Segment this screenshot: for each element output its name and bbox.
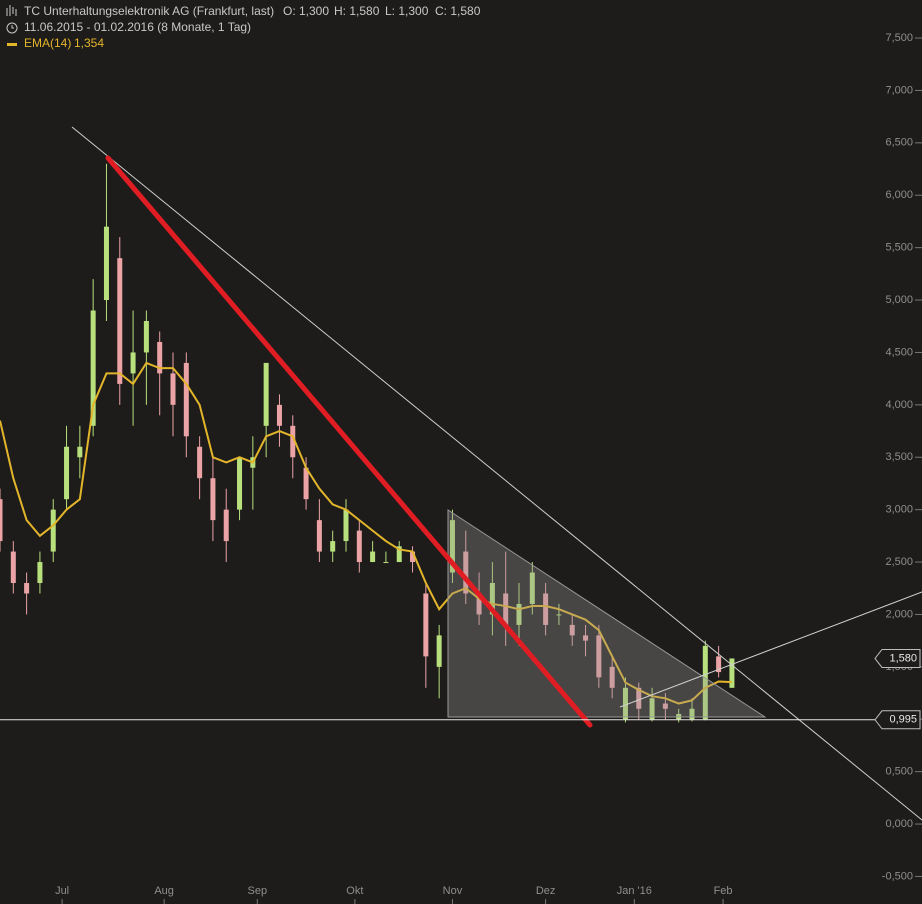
candle-body: [569, 624, 575, 636]
candle-body: [157, 341, 163, 374]
y-tick-label: 5,000: [885, 294, 913, 306]
candle-body: [343, 509, 349, 542]
overlay: 1,580 0,995: [0, 648, 921, 730]
candle-body: [383, 562, 389, 564]
price-marker-box: [874, 648, 921, 668]
x-tick-label: Jan '16: [617, 885, 652, 897]
candle-body: [290, 425, 296, 458]
candle-body: [64, 446, 70, 500]
x-tick-label: Jul: [55, 885, 69, 897]
y-tick-label: 2,500: [885, 556, 913, 568]
price-marker-label: 1,580: [889, 652, 917, 664]
candle-body: [702, 645, 708, 720]
y-tick-label: 3,000: [885, 504, 913, 516]
candle-body: [197, 446, 203, 479]
candle-body: [37, 562, 43, 584]
candle-body: [556, 614, 562, 616]
candle-body: [583, 635, 589, 641]
candle-body: [90, 310, 96, 426]
x-tick-label: Okt: [346, 885, 363, 897]
candle-body: [103, 226, 109, 301]
y-tick-label: 5,500: [885, 242, 913, 254]
candle-body: [370, 551, 376, 563]
chart-title: TC Unterhaltungselektronik AG (Frankfurt…: [24, 4, 274, 18]
y-tick-label: 6,500: [885, 137, 913, 149]
candle-body: [449, 520, 455, 573]
y-tick-label: 6,000: [885, 189, 913, 201]
candle-body: [622, 687, 628, 720]
candle-body: [183, 362, 189, 437]
triangle-annotation: [447, 509, 767, 718]
candle-body: [143, 321, 149, 353]
y-tick-label: 3,500: [885, 451, 913, 463]
y-tick-label: 4,000: [885, 399, 913, 411]
candle-body: [489, 583, 495, 615]
price-marker-label: 0,995: [889, 714, 917, 726]
y-tick-label: 7,500: [885, 32, 913, 44]
candle-body: [130, 352, 136, 374]
candle-body: [649, 698, 655, 720]
candle-body: [463, 551, 469, 594]
x-tick-label: Sep: [247, 885, 267, 897]
candle-body: [689, 708, 695, 720]
y-tick-label: 0,000: [885, 818, 913, 830]
candle-body: [396, 546, 402, 563]
candle-body: [263, 362, 269, 426]
legend-label: EMA(14): [24, 36, 71, 50]
candle-body: [223, 509, 229, 542]
candle-body: [316, 520, 322, 552]
stat-open: O: 1,300: [283, 4, 329, 18]
candle-body: [729, 658, 735, 688]
candle-body: [436, 635, 442, 667]
header-icon: [6, 5, 18, 34]
ema-line: [0, 361, 732, 705]
stat-low: L: 1,300: [385, 4, 429, 18]
candle-body: [476, 593, 482, 615]
candle-body: [10, 551, 16, 584]
chart-subtitle: 11.06.2015 - 01.02.2016 (8 Monate, 1 Tag…: [24, 20, 251, 34]
candle-body: [77, 446, 83, 458]
stat-close: C: 1,580: [435, 4, 481, 18]
candle-body: [24, 583, 30, 594]
y-tick-label: -0,500: [882, 870, 913, 882]
candle-body: [716, 656, 722, 673]
price-marker-box: [874, 710, 921, 730]
y-tick-label: 2,000: [885, 608, 913, 620]
candle-body: [529, 572, 535, 604]
x-tick-label: Feb: [714, 885, 733, 897]
candle-body: [516, 603, 522, 625]
candle-body: [0, 499, 3, 542]
candle-body: [662, 703, 668, 709]
candle-body: [636, 687, 642, 709]
legend-swatch: [7, 43, 17, 46]
candle-body: [237, 457, 243, 510]
y-tick-label: 7,000: [885, 84, 913, 96]
candle-body: [503, 593, 509, 625]
y-tick-label: 0,500: [885, 766, 913, 778]
candle-body: [210, 478, 216, 521]
candle-body: [50, 509, 56, 552]
candle-body: [303, 467, 309, 500]
candle-body: [330, 541, 336, 552]
stat-high: H: 1,580: [334, 4, 380, 18]
x-tick-label: Nov: [443, 885, 463, 897]
y-tick-label: 4,500: [885, 346, 913, 358]
candle-body: [596, 635, 602, 678]
ema-last-value: 1,354: [74, 36, 104, 50]
trend-line: [619, 591, 922, 708]
candle-body: [410, 551, 416, 563]
candle-body: [543, 593, 549, 625]
candle-body: [356, 530, 362, 563]
candle-body: [276, 404, 282, 426]
x-tick-label: Dez: [536, 885, 556, 897]
trend-line: [71, 126, 922, 821]
candle-body: [117, 258, 123, 384]
x-tick-label: Aug: [154, 885, 174, 897]
red-trend-line: [105, 155, 593, 728]
candle-body: [423, 593, 429, 657]
candle-body: [170, 373, 176, 405]
candle-body: [609, 666, 615, 688]
